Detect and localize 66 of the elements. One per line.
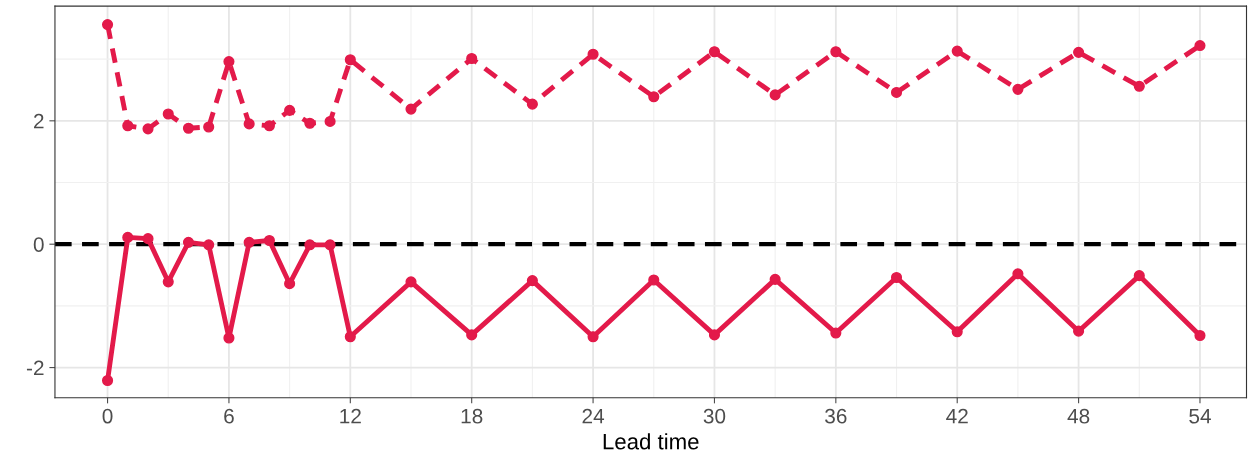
y-tick-label: 0 <box>33 237 44 252</box>
point <box>162 108 174 120</box>
y-tick-label: -2 <box>26 360 44 376</box>
point <box>182 122 195 134</box>
x-tick-label: 36 <box>825 408 847 424</box>
point <box>466 52 478 65</box>
point <box>587 48 599 60</box>
point <box>101 374 114 387</box>
point <box>122 231 134 243</box>
point <box>769 89 781 101</box>
point <box>203 121 215 133</box>
point <box>830 46 842 58</box>
point <box>1133 270 1145 282</box>
point <box>1012 268 1024 280</box>
point <box>263 234 275 247</box>
point <box>304 117 316 129</box>
x-tick-label: 48 <box>1067 408 1090 424</box>
point <box>1073 325 1085 337</box>
point <box>203 239 215 251</box>
point <box>324 115 336 127</box>
x-tick-label: 30 <box>703 408 726 424</box>
point <box>142 123 154 135</box>
point <box>890 271 903 284</box>
point <box>526 98 538 110</box>
point <box>324 239 336 251</box>
point <box>142 233 154 245</box>
point <box>830 327 842 339</box>
point <box>344 54 356 66</box>
point <box>587 331 599 343</box>
point <box>708 329 721 341</box>
point <box>304 239 316 251</box>
point <box>769 273 781 285</box>
point <box>1012 83 1024 95</box>
point <box>951 45 963 57</box>
x-tick-label: 0 <box>102 408 113 424</box>
point <box>1194 329 1206 342</box>
point <box>405 276 417 288</box>
point <box>648 91 660 103</box>
point <box>951 326 963 338</box>
point <box>263 120 275 132</box>
point <box>243 236 255 248</box>
point <box>223 332 235 344</box>
point <box>344 331 356 343</box>
point <box>526 275 538 287</box>
point <box>243 118 255 130</box>
point <box>284 104 296 116</box>
point <box>466 329 478 341</box>
point <box>122 120 134 132</box>
point <box>101 19 114 31</box>
point <box>1133 80 1145 92</box>
point <box>1073 46 1085 58</box>
x-tick-label: 24 <box>582 408 605 424</box>
point <box>648 274 660 286</box>
point <box>890 86 903 99</box>
point <box>708 46 721 58</box>
x-tick-label: 6 <box>224 408 234 424</box>
y-tick-label: 2 <box>34 113 44 129</box>
x-tick-label: 42 <box>946 408 968 424</box>
x-axis-title: Lead time <box>603 433 699 450</box>
x-tick-label: 54 <box>1189 408 1211 424</box>
point <box>1194 40 1206 52</box>
x-tick-label: 12 <box>340 408 361 424</box>
point <box>182 236 195 248</box>
x-tick-label: 18 <box>461 408 483 424</box>
point <box>405 103 417 115</box>
point <box>223 56 235 68</box>
